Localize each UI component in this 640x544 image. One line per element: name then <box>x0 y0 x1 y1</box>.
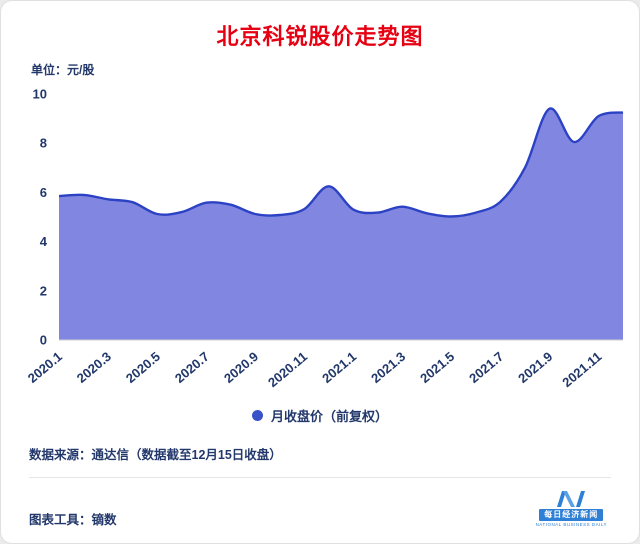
x-tick-label: 2020.9 <box>221 349 261 386</box>
y-tick-label: 2 <box>40 283 47 298</box>
chart-footer: 数据来源：通达信（数据截至12月15日收盘） 图表工具：镝数 每日经济新闻 NA… <box>1 426 639 528</box>
nbd-logo-name: 每日经济新闻 <box>539 509 604 521</box>
nbd-logo-subtext: NATIONAL BUSINESS DAILY <box>535 522 607 527</box>
x-tick-label: 2020.11 <box>265 349 310 390</box>
x-tick-label: 2020.1 <box>25 349 65 386</box>
area-fill <box>59 108 623 341</box>
x-tick-label: 2021.5 <box>417 349 457 386</box>
price-line <box>58 107 624 218</box>
y-tick-label: 8 <box>40 136 47 151</box>
x-tick-label: 2020.3 <box>74 349 114 386</box>
legend-label: 月收盘价（前复权） <box>270 408 388 424</box>
footer-divider <box>29 477 611 478</box>
x-tick-label: 2021.9 <box>515 349 555 386</box>
chart-legend: 月收盘价（前复权） <box>1 404 639 426</box>
legend-dot <box>251 409 263 421</box>
chart-tool-note: 图表工具：镝数 <box>29 512 117 527</box>
x-tick-label: 2021.3 <box>368 349 408 386</box>
page-title: 北京科锐股价走势图 <box>216 24 424 49</box>
nbd-logo: 每日经济新闻 NATIONAL BUSINESS DAILY <box>536 490 607 528</box>
y-tick-label: 6 <box>40 185 47 200</box>
x-tick-label: 2021.7 <box>466 349 506 386</box>
x-tick-label: 2020.7 <box>172 349 212 386</box>
nbd-logo-icon <box>557 491 586 507</box>
x-tick-label: 2021.1 <box>319 349 359 386</box>
x-tick-label: 2020.5 <box>123 349 163 386</box>
x-tick-label: 2021.11 <box>559 349 604 390</box>
data-source-note: 数据来源：通达信（数据截至12月15日收盘） <box>29 448 282 462</box>
y-tick-label: 0 <box>40 333 47 348</box>
y-tick-label: 10 <box>33 87 47 102</box>
unit-label: 单位：元/股 <box>31 63 95 77</box>
y-tick-label: 4 <box>40 234 48 249</box>
